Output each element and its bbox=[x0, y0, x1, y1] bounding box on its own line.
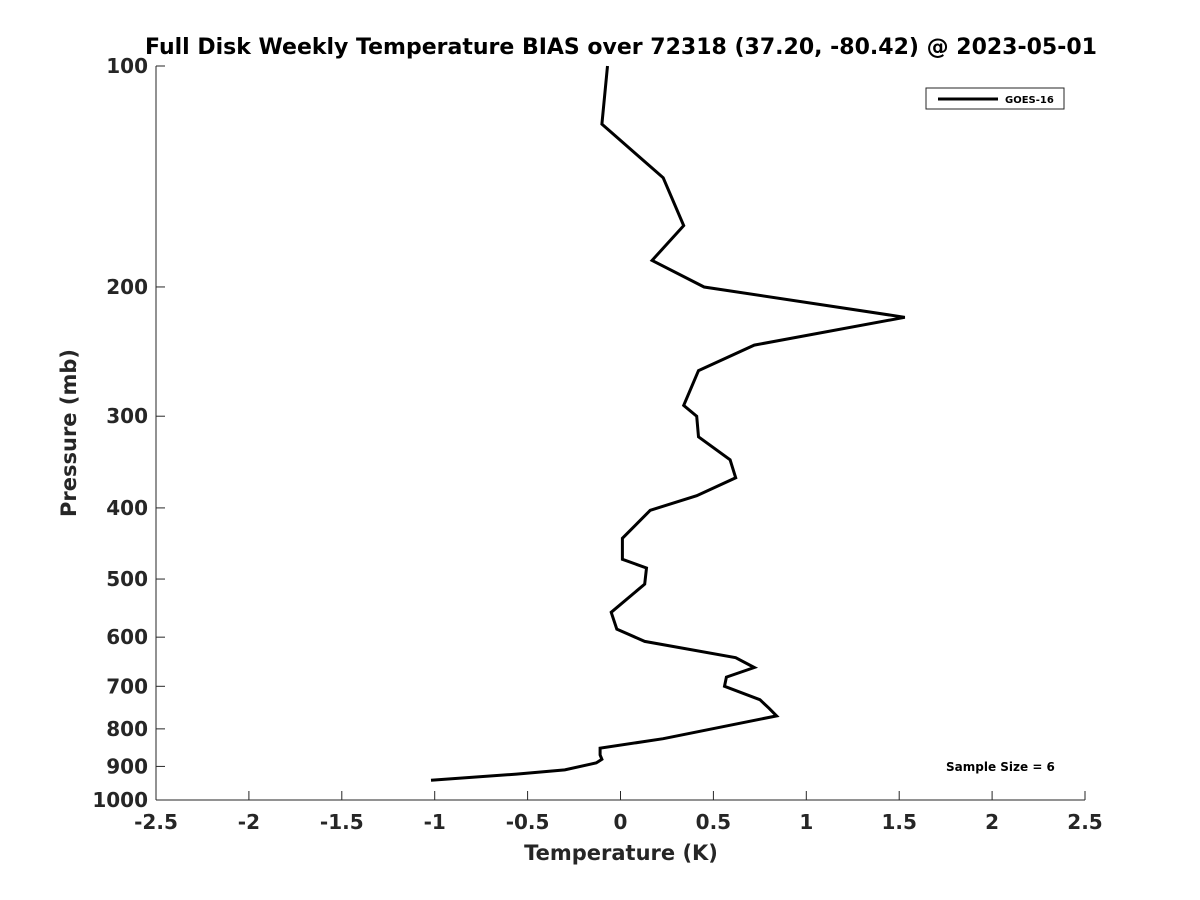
y-tick-label: 800 bbox=[106, 717, 148, 741]
x-tick-label: -1 bbox=[424, 810, 446, 834]
x-tick-label: -2.5 bbox=[134, 810, 178, 834]
x-tick-label: 0.5 bbox=[696, 810, 731, 834]
x-tick-label: -0.5 bbox=[506, 810, 550, 834]
sample-size-annotation: Sample Size = 6 bbox=[946, 760, 1055, 774]
y-tick-label: 200 bbox=[106, 275, 148, 299]
x-tick-label: 2.5 bbox=[1067, 810, 1102, 834]
y-axis-ticks: 100 200 300 400 500 600 700 800 900 1000 bbox=[92, 54, 165, 812]
y-tick-label: 900 bbox=[106, 754, 148, 778]
x-tick-label: -2 bbox=[238, 810, 260, 834]
legend: GOES-16 bbox=[925, 87, 1065, 110]
x-tick-label: -1.5 bbox=[320, 810, 364, 834]
x-tick-label: 1 bbox=[799, 810, 813, 834]
y-tick-label: 700 bbox=[106, 674, 148, 698]
plot-area: -2.5 -2 -1.5 -1 -0.5 0 0.5 1 1.5 2 2.5 100 200 300 40… bbox=[92, 54, 1102, 834]
series-line-goes-16 bbox=[430, 65, 906, 782]
y-tick-label: 500 bbox=[106, 567, 148, 591]
y-axis-title: Pressure (mb) bbox=[57, 349, 81, 517]
x-axis-title: Temperature (K) bbox=[524, 841, 718, 865]
legend-label-goes-16: GOES-16 bbox=[1005, 95, 1054, 106]
x-tick-label: 0 bbox=[614, 810, 628, 834]
plot-frame bbox=[156, 66, 1085, 799]
y-tick-label: 300 bbox=[106, 404, 148, 428]
y-tick-label: 600 bbox=[106, 625, 148, 649]
chart-title: Full Disk Weekly Temperature BIAS over 7… bbox=[145, 35, 1097, 60]
y-tick-label: 400 bbox=[106, 496, 148, 520]
x-tick-label: 2 bbox=[985, 810, 999, 834]
x-tick-label: 1.5 bbox=[881, 810, 916, 834]
x-axis-ticks: -2.5 -2 -1.5 -1 -0.5 0 0.5 1 1.5 2 2.5 bbox=[134, 791, 1103, 834]
series-layer bbox=[430, 65, 906, 782]
y-tick-label: 100 bbox=[106, 54, 148, 78]
y-tick-label: 1000 bbox=[92, 788, 148, 812]
